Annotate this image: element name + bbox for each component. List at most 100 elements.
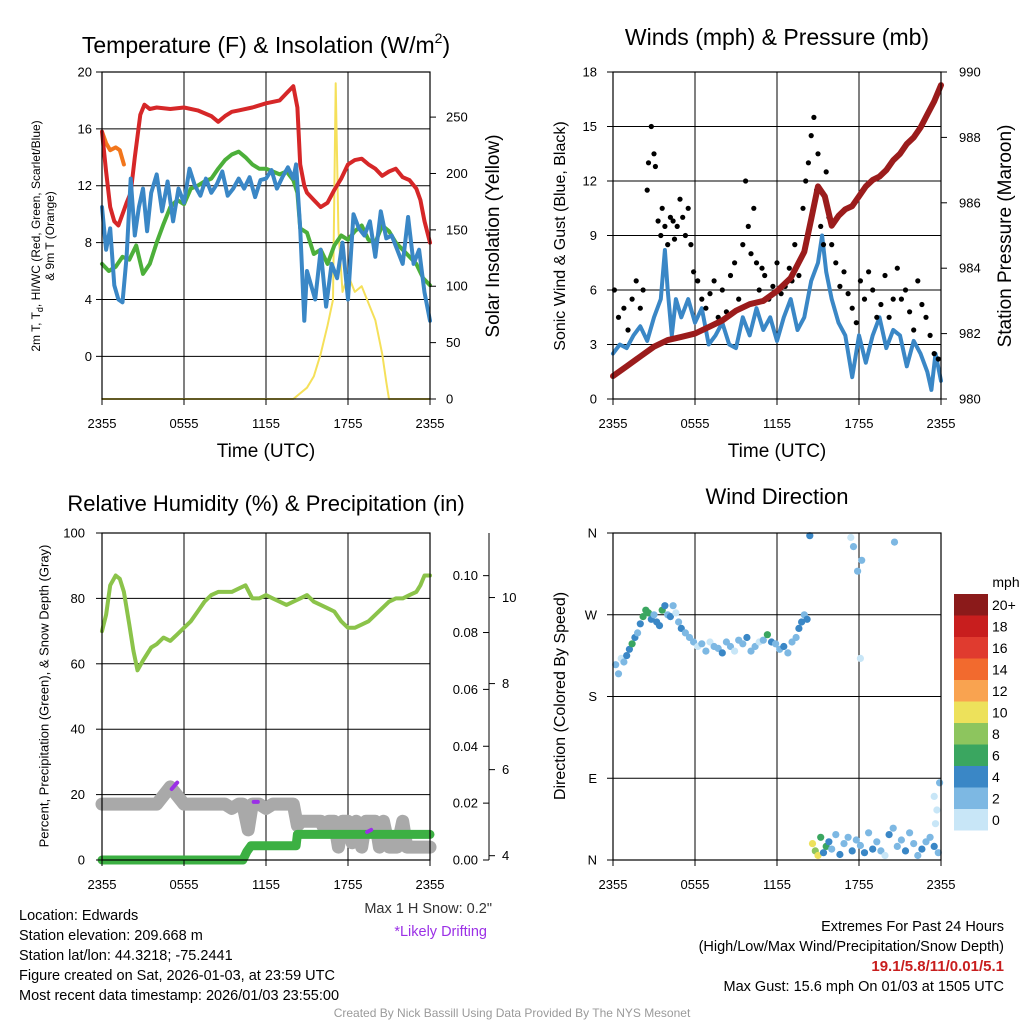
x-tick-label: 0555 [681,416,710,431]
x-tick-label: 1755 [845,416,874,431]
gust-point [621,305,627,311]
x-tick-label: 1755 [334,416,363,431]
gust-point [800,205,806,211]
gust-point [823,169,829,175]
gust-point [841,269,847,275]
gust-point [849,305,855,311]
extremes-values: 19.1/5.8/11/0.01/5.1 [871,958,1004,975]
direction-point [847,533,855,542]
series-likely-drifting [169,780,180,791]
gust-point [671,236,678,242]
series-likely-drifting [365,827,374,834]
direction-point [901,847,910,855]
y-axis-label-line2: & 9m T (Orange) [43,191,57,281]
gust-point [786,265,792,271]
chart-title: Winds (mph) & Pressure (mb) [625,24,929,50]
precip-tick-label: 0.06 [453,682,478,697]
y-axis-label-line1: 2m T, Td, HI/WC (Red, Green, Scarlet/Blu… [29,120,45,351]
gust-point [667,214,674,220]
gust-point [820,242,827,248]
direction-point [906,829,914,837]
y2-tick-label: 0 [446,392,453,407]
legend-swatch [954,637,988,659]
station-latlon: Station lat/lon: 44.3218; -75.2441 [19,948,233,964]
legend-label: 8 [992,726,1000,742]
y-tick-label: 100 [63,526,85,541]
y-tick-label: 40 [71,722,85,737]
legend-label: 18 [992,619,1008,635]
gust-point [680,214,686,220]
gust-point [662,223,668,229]
legend-swatch [954,615,988,637]
direction-point [844,833,852,841]
max-gust: Max Gust: 15.6 mph On 01/03 at 1505 UTC [723,979,1004,995]
legend-label: 12 [992,683,1008,699]
legend-swatch [954,658,988,680]
series-station-pressure [610,82,944,380]
x-tick-label: 1155 [252,877,280,892]
gust-point [670,218,676,224]
direction-point [759,636,767,644]
direction-point [817,833,825,841]
direction-point [814,851,822,860]
gust-point [707,291,713,297]
y-tick-label: 9 [590,228,597,243]
y2-tick-label: 150 [446,222,468,237]
gust-point [845,291,851,297]
y-tick-label: S [588,689,597,704]
y-tick-label: 60 [71,656,85,671]
direction-point [931,820,940,828]
direction-point [914,851,922,860]
direction-point [860,849,869,857]
legend-label: 20+ [992,597,1016,613]
y-axis-label-left: 2m T, Td, HI/WC (Red, Green, Scarlet/Blu… [29,120,57,351]
direction-point [661,602,669,610]
series-9m-t [100,129,126,167]
y-tick-label: E [588,771,597,786]
direction-point [840,840,848,848]
gust-point [902,287,909,293]
station-elevation: Station elevation: 209.668 m [19,928,203,944]
y-tick-label: N [588,526,597,541]
x-axis-label: Time (UTC) [728,441,827,462]
gust-point [633,278,639,284]
gust-point [648,123,654,130]
y-tick-label: N [588,853,597,868]
direction-point [852,836,860,844]
x-tick-label: 0555 [681,877,710,892]
direction-point [639,613,647,621]
gust-point [732,260,738,266]
direction-point [865,829,873,837]
recent-timestamp: Most recent data timestamp: 2026/01/03 2… [19,988,340,1004]
legend-swatch [954,809,988,831]
direction-point [856,654,865,663]
max-snow-note: Max 1 H Snow: 0.2" [364,901,492,917]
gust-point [833,260,839,266]
y-tick-label: 15 [583,119,597,134]
y2-tick-label: 984 [959,261,981,276]
direction-point [806,532,814,540]
direction-point [873,838,881,846]
direction-point [675,618,683,626]
gust-point [837,283,843,289]
gust-point [808,133,814,139]
gust-point [748,251,754,257]
legend-swatch [954,787,988,809]
chart-title: Wind Direction [705,484,848,509]
gust-point [829,242,835,248]
x-tick-label: 2355 [927,877,956,892]
x-tick-label: 2355 [927,416,956,431]
y-tick-label: 3 [590,337,597,352]
legend-swatch [954,766,988,788]
gust-point [691,269,697,275]
precip-tick-label: 0.10 [453,568,478,583]
direction-point [856,841,865,850]
direction-point [885,831,893,839]
credit-line: Created By Nick Bassill Using Data Provi… [333,1006,691,1020]
station-location: Location: Edwards [19,908,139,924]
legend-label: 4 [992,769,1000,785]
direction-point [798,618,806,626]
precip-tick-label: 0.00 [453,853,478,868]
gust-point [751,205,757,211]
